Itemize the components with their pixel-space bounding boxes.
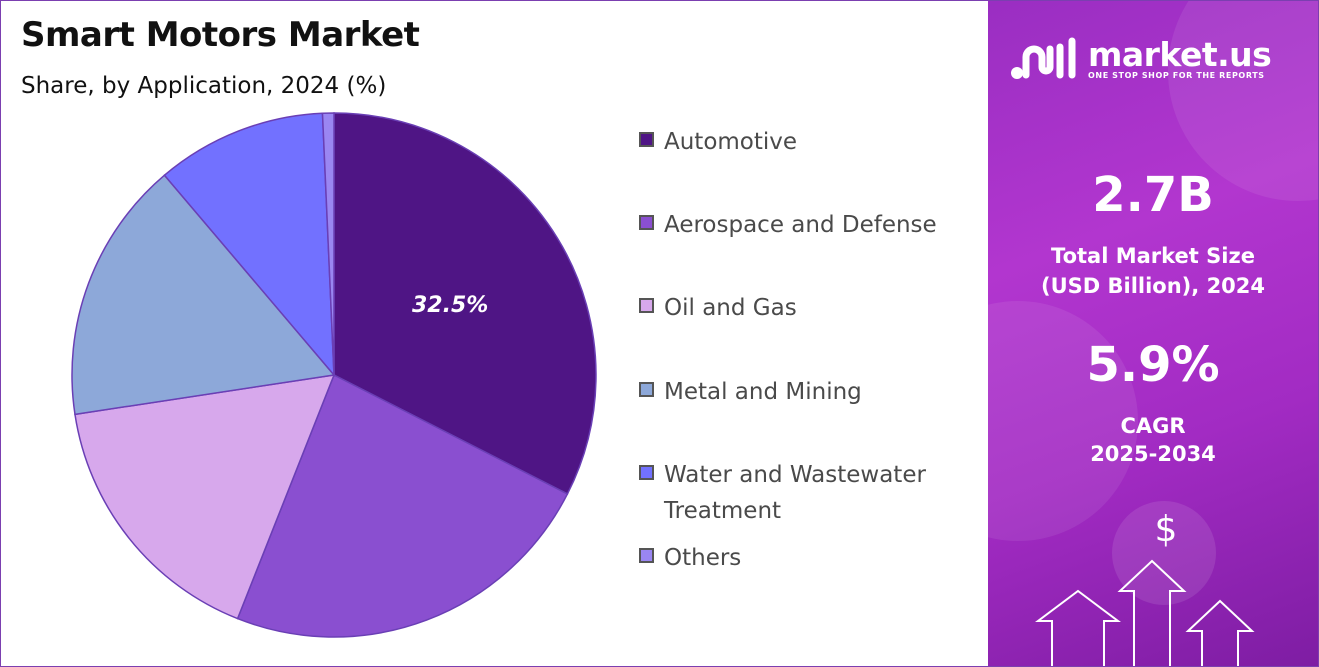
up-arrow-icon (1035, 589, 1121, 666)
legend-swatch (639, 298, 654, 313)
market-size-label-line1: Total Market Size (1051, 244, 1255, 268)
cagr-value: 5.9% (1086, 337, 1220, 393)
pie-slice-automotive (333, 112, 597, 495)
legend-label: Others (664, 545, 742, 571)
up-arrow-icon (1185, 599, 1255, 666)
legend-swatch (639, 132, 654, 147)
legend-label: Automotive (664, 129, 798, 155)
legend-label: Aerospace and Defense (664, 212, 937, 238)
pie-slice-aerospace-and-defense (236, 373, 569, 638)
summary-panel: market.us ONE STOP SHOP FOR THE REPORTS … (988, 1, 1318, 666)
legend-swatch (639, 215, 654, 230)
cagr-label-line2: 2025-2034 (1090, 442, 1216, 466)
legend-swatch (639, 382, 654, 397)
market-size-label-line2: (USD Billion), 2024 (1040, 274, 1266, 298)
brand-tagline: ONE STOP SHOP FOR THE REPORTS (1088, 70, 1265, 80)
market-size-value: 2.7B (1092, 167, 1214, 223)
legend-item-water-and-wastewater-treatment: Water and Wastewater Treatment (639, 457, 974, 529)
pie-slice-others (321, 112, 335, 376)
cagr-label-line1: CAGR (1120, 414, 1186, 438)
legend-item-aerospace-and-defense: Aerospace and Defense (639, 207, 974, 243)
legend-label: Water and Wastewater Treatment (664, 462, 926, 524)
data-label-automotive: 32.5% (412, 293, 488, 318)
legend-item-automotive: Automotive (639, 124, 974, 160)
legend-item-oil-and-gas: Oil and Gas (639, 290, 974, 326)
brand-logo: market.us ONE STOP SHOP FOR THE REPORTS (1010, 34, 1272, 81)
legend-swatch (639, 465, 654, 480)
legend-item-others: Others (639, 540, 974, 576)
brand-name: market.us (1088, 34, 1272, 74)
legend-item-metal-and-mining: Metal and Mining (639, 374, 974, 410)
pie-slice-water-and-wastewater-treatment (163, 112, 335, 378)
chart-subtitle: Share, by Application, 2024 (%) (21, 73, 387, 99)
legend-swatch (639, 548, 654, 563)
chart-title: Smart Motors Market (21, 15, 420, 55)
dollar-sign-icon: $ (1155, 509, 1178, 550)
pie-slice-metal-and-mining (71, 174, 336, 416)
growth-decoration: $ (1035, 501, 1255, 666)
legend-label: Metal and Mining (664, 379, 862, 405)
market-us-logo-icon (1011, 37, 1076, 79)
pie-slice-oil-and-gas (74, 374, 336, 620)
coin-circle (1112, 501, 1216, 605)
pie-chart: 32.5% (71, 112, 597, 638)
chart-panel: Smart Motors Market Share, by Applicatio… (1, 1, 987, 666)
legend-label: Oil and Gas (664, 295, 797, 321)
up-arrow-icon (1117, 559, 1187, 666)
